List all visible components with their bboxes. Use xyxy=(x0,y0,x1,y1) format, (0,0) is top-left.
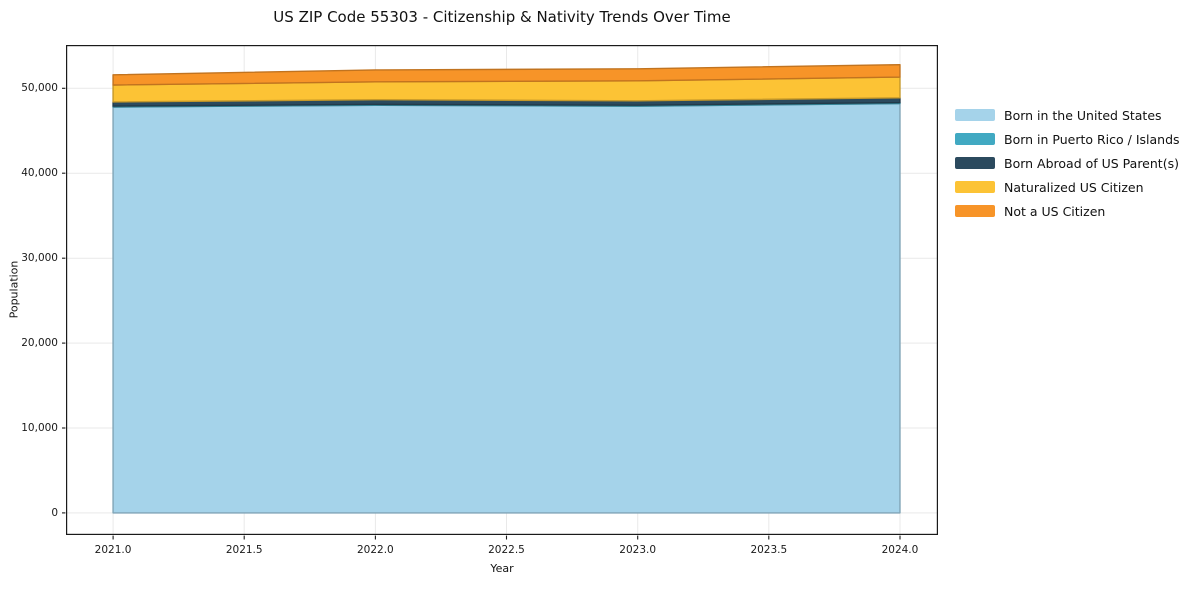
y-tick-label: 40,000 xyxy=(21,167,58,180)
legend-label: Born in Puerto Rico / Islands xyxy=(1004,131,1180,147)
area-band-1 xyxy=(112,102,901,514)
area-band-5 xyxy=(112,64,901,86)
x-tick-label: 2022.5 xyxy=(488,544,525,556)
x-axis-title: Year xyxy=(490,562,514,575)
legend-label: Not a US Citizen xyxy=(1004,203,1106,219)
chart-title: US ZIP Code 55303 - Citizenship & Nativi… xyxy=(273,8,731,26)
plot-area xyxy=(62,45,938,540)
axes-border xyxy=(66,45,938,535)
y-tick-label: 10,000 xyxy=(21,421,58,434)
x-tick-label: 2022.0 xyxy=(356,544,394,556)
x-tick-label: 2021.0 xyxy=(94,544,132,556)
legend-item-4: Naturalized US Citizen xyxy=(955,175,1180,199)
legend-item-3: Born Abroad of US Parent(s) xyxy=(955,151,1180,175)
legend-swatch xyxy=(955,133,995,145)
x-tick-label: 2023.5 xyxy=(750,544,788,556)
legend-label: Born Abroad of US Parent(s) xyxy=(1004,155,1179,171)
y-tick-label: 30,000 xyxy=(21,252,58,265)
y-tick-label: 20,000 xyxy=(21,337,58,350)
legend-swatch xyxy=(955,109,995,121)
x-tick-label: 2024.0 xyxy=(881,544,919,556)
legend-label: Naturalized US Citizen xyxy=(1004,179,1144,195)
x-tick-label: 2021.5 xyxy=(225,544,263,556)
legend-item-5: Not a US Citizen xyxy=(955,199,1180,223)
legend-swatch xyxy=(955,157,995,169)
legend-item-2: Born in Puerto Rico / Islands xyxy=(955,127,1180,151)
y-tick-label: 50,000 xyxy=(21,82,58,95)
legend-swatch xyxy=(955,181,995,193)
legend-label: Born in the United States xyxy=(1004,107,1162,123)
x-tick-label: 2023.0 xyxy=(619,544,657,556)
y-tick-label: 0 xyxy=(51,506,58,519)
legend: Born in the United States Born in Puerto … xyxy=(955,103,1180,223)
legend-item-1: Born in the United States xyxy=(955,103,1180,127)
legend-swatch xyxy=(955,205,995,217)
